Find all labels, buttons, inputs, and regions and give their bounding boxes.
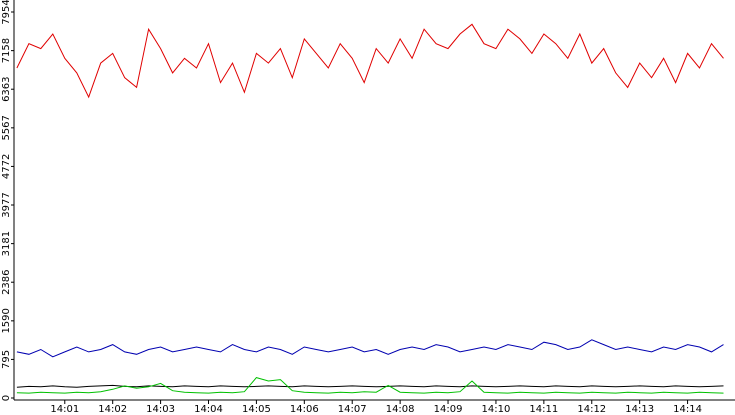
series-line [16, 384, 724, 388]
x-tick-label: 14:13 [625, 404, 654, 415]
y-tick-label: 2386 [1, 269, 12, 294]
y-tick-label: 3977 [1, 192, 12, 217]
x-tick-label: 14:09 [434, 404, 463, 415]
x-tick-label: 14:04 [194, 404, 223, 415]
x-tick-label: 14:07 [338, 404, 367, 415]
x-tick-label: 14:10 [482, 404, 511, 415]
y-tick-label: 7954 [1, 0, 12, 25]
y-tick-label: 1590 [1, 308, 12, 333]
x-tick-label: 14:05 [242, 404, 271, 415]
y-tick-label: 7158 [1, 38, 12, 63]
x-tick-label: 14:11 [529, 404, 558, 415]
y-tick-label: 0 [1, 395, 12, 401]
y-tick-label: 6363 [1, 76, 12, 101]
y-tick-label: 795 [1, 350, 12, 369]
series-line [16, 377, 724, 394]
series-line [16, 339, 724, 358]
series-line [16, 23, 724, 99]
x-tick-label: 14:12 [577, 404, 606, 415]
x-tick-label: 14:03 [146, 404, 175, 415]
x-tick-label: 14:01 [50, 404, 79, 415]
x-tick-label: 14:08 [386, 404, 415, 415]
y-tick-label: 3181 [1, 231, 12, 256]
y-tick-label: 4772 [1, 154, 12, 179]
x-tick-label: 14:14 [673, 404, 702, 415]
y-tick-label: 5567 [1, 115, 12, 140]
x-tick-label: 14:02 [98, 404, 127, 415]
x-tick-label: 14:06 [290, 404, 319, 415]
